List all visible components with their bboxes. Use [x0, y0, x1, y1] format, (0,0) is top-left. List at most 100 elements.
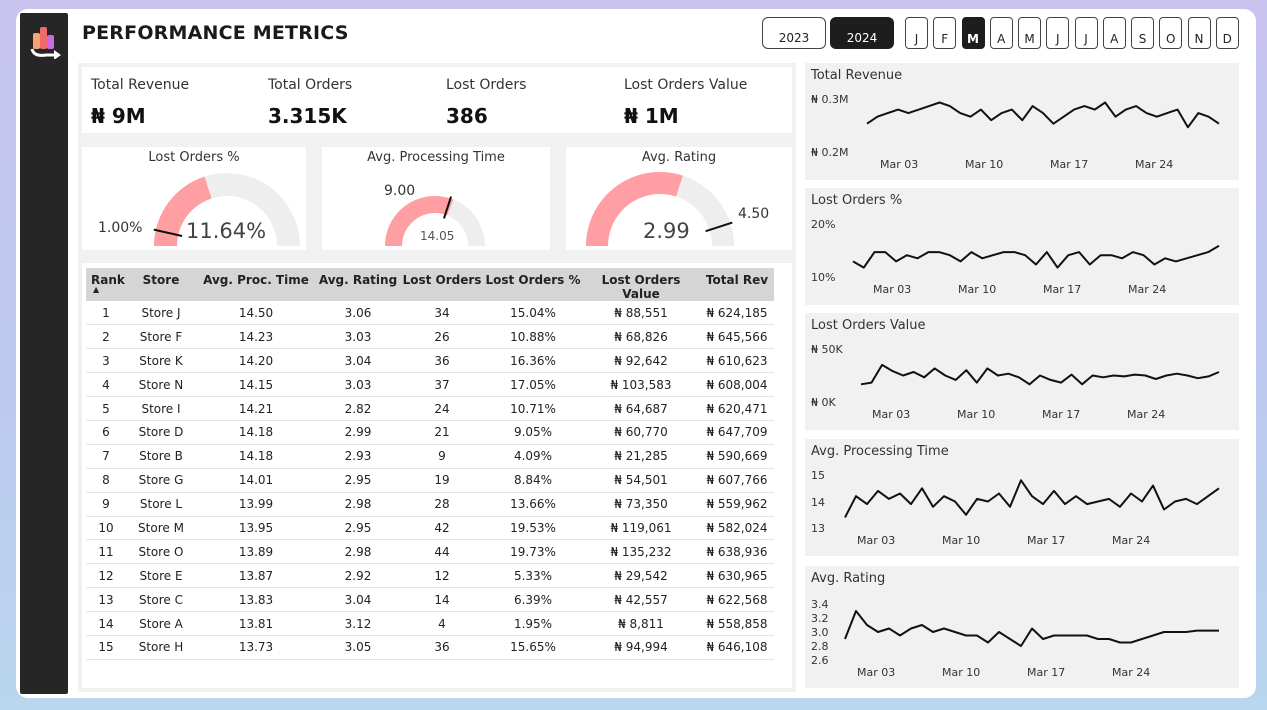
month-button-8[interactable]: A — [1102, 17, 1126, 49]
gauge-arc — [153, 173, 300, 246]
table-cell: 10 — [86, 516, 126, 541]
header-lost-orders[interactable]: Lost Orders — [400, 268, 484, 301]
header-avg-rating[interactable]: Avg. Rating — [316, 268, 400, 301]
month-button-12[interactable]: D — [1215, 17, 1239, 49]
sparkline-card[interactable]: Total Revenue ₦ 0.3M ₦ 0.2M Mar 03 Mar 10 Mar… — [805, 63, 1239, 180]
month-button-10[interactable]: O — [1159, 17, 1183, 49]
table-row[interactable]: 12 Store E 13.87 2.92 12 5.33% ₦ 29,542 ₦ 630,9… — [86, 563, 774, 589]
table-cell: Store O — [126, 539, 196, 565]
table-cell: 28 — [400, 492, 484, 517]
sparkline-x-tick: Mar 17 — [1043, 283, 1082, 296]
table-cell: 9 — [86, 492, 126, 517]
sparkline-y-tick: 3.0 — [811, 626, 829, 639]
table-cell: ₦ 607,766 — [700, 468, 774, 493]
table-row[interactable]: 6 Store D 14.18 2.99 21 9.05% ₦ 60,770 ₦ 647,70… — [86, 420, 774, 445]
table-cell: Store C — [126, 587, 196, 613]
table-cell: ₦ 68,826 — [582, 324, 700, 350]
table-row[interactable]: 3 Store K 14.20 3.04 36 16.36% ₦ 92,642 ₦ 610,6… — [86, 348, 774, 374]
table-cell: 19.53% — [484, 516, 582, 541]
sparkline-title: Avg. Processing Time — [811, 444, 949, 459]
sparkline-chart — [844, 610, 1219, 647]
table-cell: 37 — [400, 372, 484, 398]
table-cell: ₦ 638,936 — [700, 539, 774, 565]
month-button-4[interactable]: A — [989, 17, 1013, 49]
table-cell: 13.95 — [196, 516, 316, 541]
table-row[interactable]: 15 Store H 13.73 3.05 36 15.65% ₦ 94,994 ₦ 646,… — [86, 635, 774, 660]
table-cell: 15.04% — [484, 301, 582, 326]
year-2023-button[interactable]: 2023 — [762, 17, 826, 49]
header-avg-proc-time[interactable]: Avg. Proc. Time — [196, 268, 316, 301]
sparkline-x-tick: Mar 03 — [872, 408, 911, 421]
month-button-9[interactable]: S — [1131, 17, 1154, 49]
table-cell: 3.04 — [316, 587, 400, 613]
table-cell: 3.05 — [316, 635, 400, 660]
sparkline-title: Lost Orders % — [811, 193, 903, 208]
table-cell: 14 — [86, 611, 126, 636]
table-row[interactable]: 1 Store J 14.50 3.06 34 15.04% ₦ 88,551 ₦ 624,1… — [86, 301, 774, 326]
header-store[interactable]: Store — [126, 268, 196, 301]
table-cell: 14.23 — [196, 324, 316, 350]
gauge-fill — [586, 172, 683, 246]
table-row[interactable]: 4 Store N 14.15 3.03 37 17.05% ₦ 103,583 ₦ 608,… — [86, 372, 774, 398]
month-button-7[interactable]: J — [1074, 17, 1098, 49]
sparkline-x-tick: Mar 24 — [1112, 534, 1151, 547]
sparkline-x-tick: Mar 03 — [873, 283, 912, 296]
table-row[interactable]: 9 Store L 13.99 2.98 28 13.66% ₦ 73,350 ₦ 559,9… — [86, 492, 774, 517]
table-row[interactable]: 7 Store B 14.18 2.93 9 4.09% ₦ 21,285 ₦ 590,669 — [86, 444, 774, 469]
table-cell: 3.03 — [316, 372, 400, 398]
table-cell: ₦ 647,709 — [700, 420, 774, 445]
gauge-avg-processing-time[interactable]: Avg. Processing Time 9.00 14.05 — [322, 147, 550, 250]
header-lost-orders-value[interactable]: Lost Orders Value — [582, 268, 700, 301]
table-cell: ₦ 558,858 — [700, 611, 774, 636]
table-cell: 10.71% — [484, 396, 582, 421]
month-button-2[interactable]: F — [933, 17, 957, 49]
sparkline-card[interactable]: Avg. Processing Time 15 14 13 Mar 03 Mar 10 Ma… — [805, 439, 1239, 556]
sparkline-x-tick: Mar 24 — [1128, 283, 1167, 296]
sparkline-card[interactable]: Avg. Rating 3.4 3.2 3.0 2.8 2.6 Mar 03 Mar 10 Ma… — [805, 566, 1239, 688]
table-row[interactable]: 11 Store O 13.89 2.98 44 19.73% ₦ 135,232 ₦ 638… — [86, 539, 774, 565]
table-cell: 19 — [400, 468, 484, 493]
table-row[interactable]: 8 Store G 14.01 2.95 19 8.84% ₦ 54,501 ₦ 607,76… — [86, 468, 774, 493]
table-cell: ₦ 630,965 — [700, 563, 774, 589]
table-cell: 36 — [400, 348, 484, 374]
header-lost-orders-pct[interactable]: Lost Orders % — [484, 268, 582, 301]
table-cell: 5 — [86, 396, 126, 421]
table-cell: 8.84% — [484, 468, 582, 493]
table-row[interactable]: 5 Store I 14.21 2.82 24 10.71% ₦ 64,687 ₦ 620,4… — [86, 396, 774, 421]
table-row[interactable]: 14 Store A 13.81 3.12 4 1.95% ₦ 8,811 ₦ 558,858 — [86, 611, 774, 636]
sparkline-card[interactable]: Lost Orders Value ₦ 50K ₦ 0K Mar 03 Mar 10 Ma… — [805, 313, 1239, 430]
month-button-3[interactable]: M — [961, 17, 985, 49]
app-logo-icon[interactable] — [28, 23, 62, 59]
gauge-value-label: 2.99 — [643, 219, 690, 243]
month-button-11[interactable]: N — [1187, 17, 1211, 49]
table-cell: 8 — [86, 468, 126, 493]
table-cell: ₦ 622,568 — [700, 587, 774, 613]
table-cell: 19.73% — [484, 539, 582, 565]
table-cell: 15 — [86, 635, 126, 660]
table-cell: 3.03 — [316, 324, 400, 350]
gauge-lost-orders-pct[interactable]: Lost Orders % 1.00% 11.64% — [82, 147, 306, 250]
gauge-avg-rating[interactable]: Avg. Rating 4.50 2.99 — [566, 147, 792, 250]
month-button-6[interactable]: J — [1046, 17, 1070, 49]
table-row[interactable]: 13 Store C 13.83 3.04 14 6.39% ₦ 42,557 ₦ 622,5… — [86, 587, 774, 613]
header-rank[interactable]: Rank ▲ — [86, 268, 126, 301]
table-cell: 44 — [400, 539, 484, 565]
table-row[interactable]: 10 Store M 13.95 2.95 42 19.53% ₦ 119,061 ₦ 582… — [86, 516, 774, 541]
table-cell: 24 — [400, 396, 484, 421]
table-cell: Store B — [126, 444, 196, 469]
sparkline-card[interactable]: Lost Orders % 20% 10% Mar 03 Mar 10 Mar 17 Mar… — [805, 188, 1239, 305]
month-button-5[interactable]: M — [1018, 17, 1041, 49]
store-performance-table: Rank ▲ Store Avg. Proc. Time Avg. Rating … — [86, 268, 774, 660]
table-row[interactable]: 2 Store F 14.23 3.03 26 10.88% ₦ 68,826 ₦ 645,5… — [86, 324, 774, 350]
sparkline-y-tick: 14 — [811, 495, 825, 509]
table-cell: 14.20 — [196, 348, 316, 374]
table-cell: 2.95 — [316, 516, 400, 541]
header-total-rev[interactable]: Total Rev — [700, 268, 774, 301]
kpi-card: Total Revenue ₦ 9M Total Orders 3.315K L… — [82, 67, 792, 133]
year-2024-button[interactable]: 2024 — [830, 17, 894, 49]
sparkline-x-tick: Mar 17 — [1027, 666, 1066, 679]
kpi-total-revenue-label: Total Revenue — [91, 77, 190, 93]
table-cell: 13.81 — [196, 611, 316, 636]
month-button-1[interactable]: J — [905, 17, 928, 49]
table-cell: 2.93 — [316, 444, 400, 469]
